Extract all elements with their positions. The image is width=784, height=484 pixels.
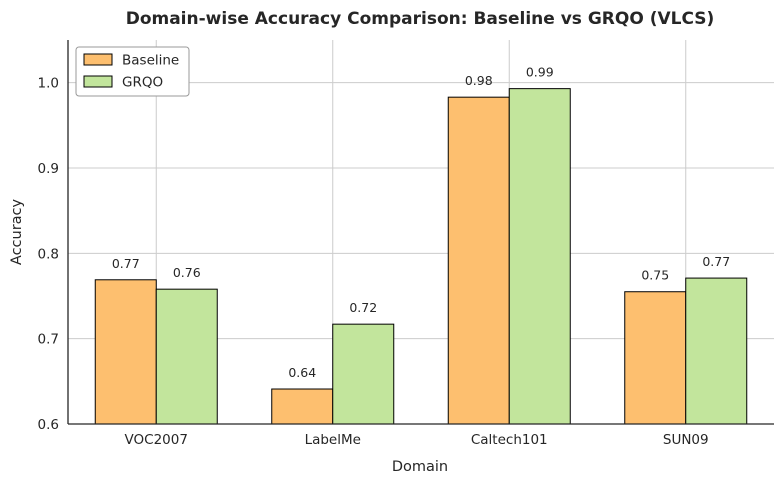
bar-grqo [155,288,218,425]
y-tick-label: 0.9 [38,161,59,177]
x-tick-label: Caltech101 [471,432,548,448]
legend-label-grqo: GRQO [122,75,163,91]
data-label: 0.77 [112,256,140,271]
legend-swatch-baseline [83,53,113,66]
bar-baseline [447,96,510,425]
y-axis-label: Accuracy [9,198,25,265]
x-axis-label: Domain [392,459,448,475]
data-labels: 0.77 0.64 0.98 0.75 0.76 0.72 0.99 0.77 [112,65,730,380]
bar-grqo [685,277,748,425]
chart-title: Domain-wise Accuracy Comparison: Baselin… [126,9,715,29]
data-label: 0.75 [641,268,669,283]
x-tick-label: VOC2007 [125,432,188,448]
data-label: 0.77 [702,254,730,269]
bar-baseline [624,291,687,425]
y-tick-label: 0.6 [38,417,59,433]
x-tick-label: LabelMe [305,432,361,448]
legend-swatch-grqo [83,75,113,88]
y-tick-label: 0.8 [38,246,59,262]
data-label: 0.72 [349,300,377,315]
bar-grqo [332,323,395,425]
data-label: 0.76 [173,265,201,280]
data-label: 0.64 [288,365,316,380]
data-label: 0.99 [526,65,554,80]
bar-baseline [271,388,334,425]
bar-baseline [94,279,157,425]
y-tick-label: 0.7 [38,332,59,348]
tick-labels: 0.6 0.7 0.8 0.9 1.0 VOC2007 LabelMe Caltech101 S… [38,76,709,448]
legend-label-baseline: Baseline [122,53,179,69]
axes-spines [67,40,774,425]
y-tick-label: 1.0 [38,76,59,92]
bar-grqo [508,88,571,425]
bars [94,88,748,425]
legend: Baseline GRQO [75,46,190,97]
x-tick-label: SUN09 [663,432,709,448]
data-label: 0.98 [465,73,493,88]
